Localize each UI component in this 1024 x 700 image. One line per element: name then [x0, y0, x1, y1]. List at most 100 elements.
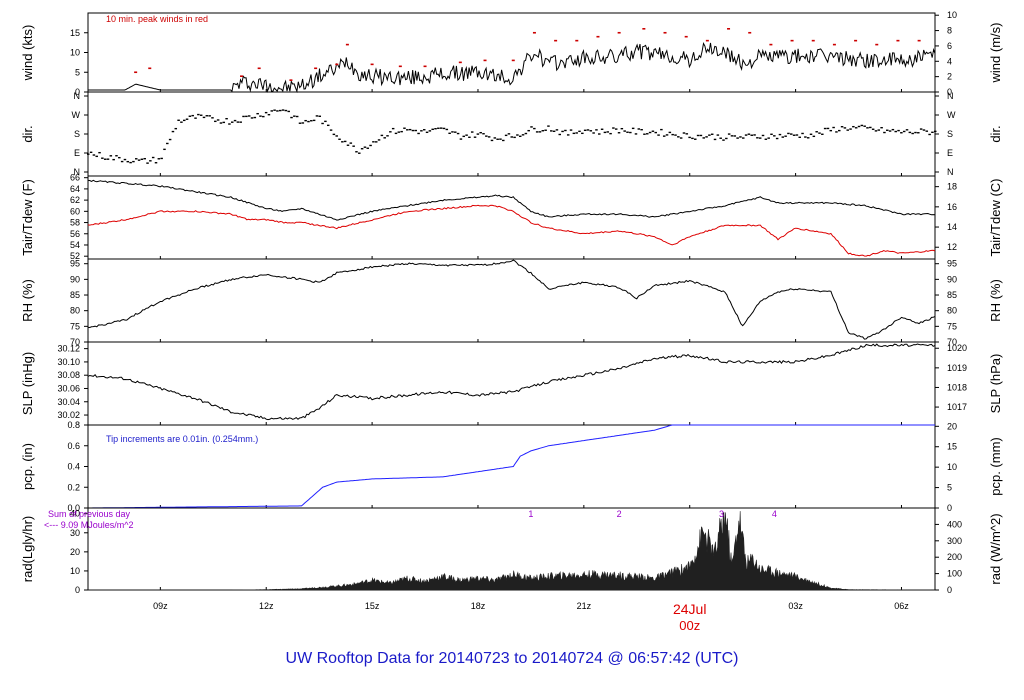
dir-point: [276, 110, 279, 112]
peak-wind-mark: [423, 65, 427, 68]
dir-point: [606, 131, 609, 133]
dir-point: [312, 119, 316, 122]
slp-left-tick-label: 30.10: [57, 357, 80, 367]
temp-frame: [87, 175, 936, 260]
dir-point: [408, 128, 412, 131]
dir-point: [219, 122, 223, 124]
dir-point: [126, 160, 130, 163]
dir-point: [510, 136, 513, 138]
rad-right-tick-label: 300: [947, 536, 962, 546]
dir-point: [685, 133, 689, 135]
rad-left-label: rad(Lgly/hr): [20, 516, 35, 582]
dir-point: [598, 133, 601, 135]
dir-point: [572, 132, 576, 135]
dir-point: [682, 132, 686, 134]
rh-right-tick-label: 90: [947, 274, 957, 284]
dir-point: [569, 129, 573, 131]
dir-point: [902, 130, 906, 133]
dir-point: [343, 140, 347, 143]
wind-frame: [87, 12, 936, 93]
wind-annotation: 10 min. peak winds in red: [106, 14, 208, 24]
dir-point: [832, 126, 835, 129]
dir-point: [775, 137, 779, 140]
dir-point: [247, 115, 251, 117]
temp-left-tick-label: 52: [70, 251, 80, 261]
dir-point: [208, 115, 211, 117]
dir-point: [264, 111, 268, 114]
dir-point: [137, 159, 141, 161]
dir-point: [583, 129, 587, 132]
dir-point: [293, 115, 296, 117]
dir-point: [174, 127, 178, 130]
dir-point: [722, 139, 725, 141]
dir-point: [134, 158, 138, 160]
wind-left-label: wind (kts): [20, 25, 35, 82]
dir-point: [431, 128, 434, 131]
dir-point: [448, 132, 451, 135]
dir-point: [256, 112, 259, 115]
dir-point: [166, 142, 169, 145]
dir-point: [228, 123, 231, 125]
dir-point: [129, 161, 132, 164]
peak-wind-mark: [575, 39, 579, 42]
dir-point: [437, 127, 440, 129]
rh-right-tick-label: 95: [947, 259, 957, 269]
panel-wind: wind (kts) wind (m/s) 0 5 10 15 0 2 4 6 8 10 10 min.…: [20, 10, 1003, 97]
dir-point: [420, 130, 423, 132]
dir-point: [177, 119, 180, 121]
slp-left-tick-label: 30.02: [57, 410, 80, 420]
dir-point: [871, 128, 875, 130]
dir-point: [725, 137, 728, 140]
dir-point: [315, 115, 319, 117]
dir-point: [665, 134, 669, 136]
wind-right-tick-label: 2: [947, 72, 952, 82]
dir-point: [874, 130, 878, 132]
dir-point: [736, 137, 739, 139]
dir-point: [487, 136, 491, 138]
dir-point: [925, 130, 929, 132]
dir-left-label: dir.: [20, 125, 35, 142]
dir-point: [295, 115, 299, 118]
dir-point: [631, 127, 635, 130]
dir-point: [403, 127, 406, 129]
peak-wind-mark: [370, 63, 374, 66]
dir-point: [516, 134, 519, 136]
dir-left-tick-label: E: [74, 148, 80, 158]
dir-point: [270, 110, 274, 112]
rad-left-tick-label: 20: [70, 547, 80, 557]
dir-point: [465, 134, 468, 136]
slp-right-tick-label: 1019: [947, 363, 967, 373]
dir-left-tick-label: N: [74, 91, 81, 101]
temp-series-tdew: [87, 204, 936, 257]
dir-point: [132, 160, 135, 163]
dir-point: [414, 129, 418, 132]
dir-right-tick-label: E: [947, 148, 953, 158]
dir-point: [518, 135, 522, 138]
dir-point: [928, 133, 931, 136]
dir-point: [349, 142, 353, 144]
rad-annotation-2: <--- 9.09 MJoules/m^2: [44, 520, 134, 530]
dir-point: [857, 125, 861, 128]
rad-right-label: rad (W/m^2): [988, 513, 1003, 584]
rh-left-tick-label: 70: [70, 337, 80, 347]
rad-marker: 2: [617, 509, 622, 519]
dir-point: [89, 151, 93, 154]
dir-point: [513, 136, 516, 139]
dir-point: [442, 127, 446, 130]
x-date-label: 24Jul: [673, 601, 706, 617]
dir-point: [222, 121, 226, 124]
dir-point: [815, 131, 818, 133]
dir-point: [521, 134, 525, 136]
dir-point: [535, 131, 539, 133]
rad-left-tick-label: 0: [75, 585, 80, 595]
dir-point: [603, 131, 607, 134]
dir-point: [533, 127, 536, 130]
wind-right-tick-label: 0: [947, 87, 952, 97]
wind-right-label: wind (m/s): [988, 23, 1003, 84]
dir-point: [123, 158, 127, 161]
peak-wind-mark: [240, 75, 244, 77]
dir-point: [883, 131, 886, 134]
dir-point: [806, 137, 810, 139]
slp-frame: [87, 341, 936, 426]
